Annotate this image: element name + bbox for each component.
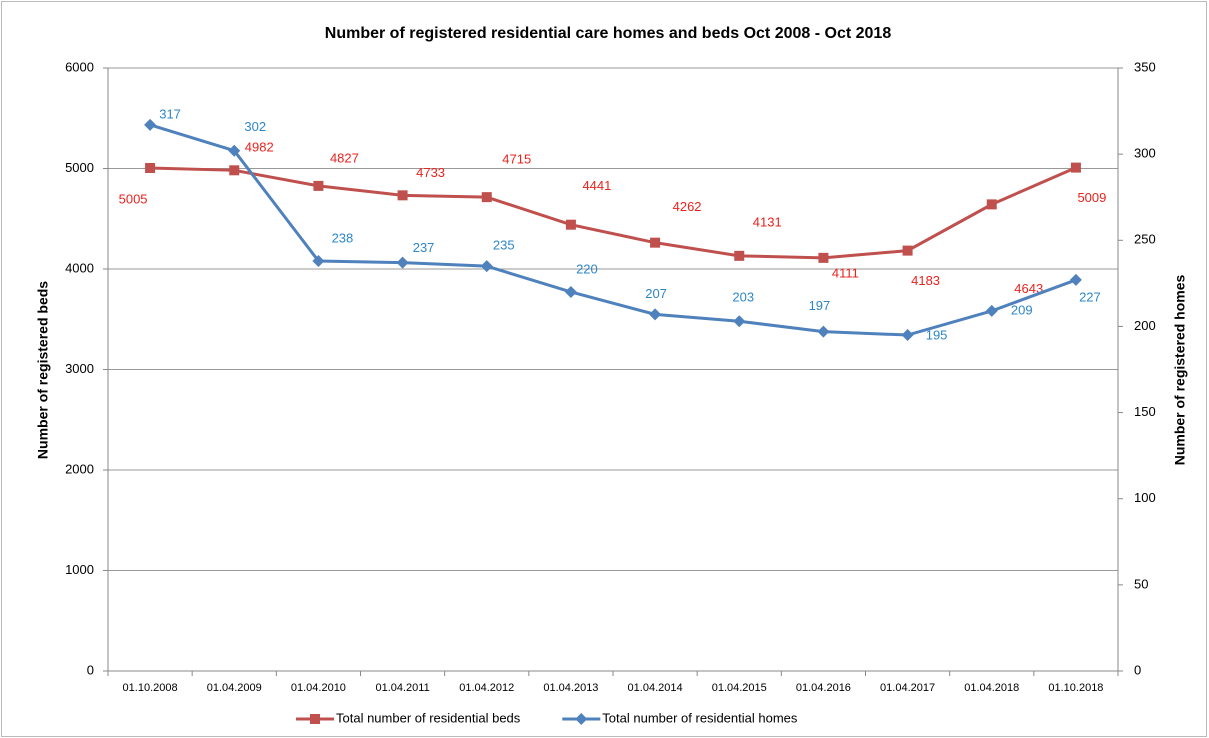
y2-tick-label: 50 [1134,576,1148,591]
y-tick-label: 2000 [65,461,94,476]
y2-axis-title: Number of registered homes [1172,274,1188,465]
data-label: 4715 [502,152,531,167]
marker [313,180,324,191]
marker [312,254,325,267]
marker [650,237,661,248]
data-label: 4183 [911,273,940,288]
y-tick-label: 5000 [65,160,94,175]
marker [1069,273,1082,286]
x-tick-label: 01.04.2013 [543,682,598,694]
y2-tick-label: 350 [1134,59,1156,74]
marker [564,285,577,298]
data-label: 4111 [832,265,859,280]
marker [397,190,408,201]
marker [480,260,493,273]
y-tick-label: 0 [87,662,94,677]
legend-label: Total number of residential homes [602,710,798,725]
data-label: 227 [1079,289,1101,304]
data-label: 197 [809,298,831,313]
legend-label: Total number of residential beds [336,710,521,725]
data-label: 209 [1011,302,1033,317]
y2-tick-label: 150 [1134,404,1156,419]
data-label: 195 [926,327,948,342]
y2-tick-label: 100 [1134,490,1156,505]
y-axis-title: Number of registered beds [35,281,51,459]
data-label: 5009 [1077,190,1106,205]
x-tick-label: 01.04.2018 [964,682,1019,694]
x-tick-label: 01.04.2015 [712,682,767,694]
marker [144,118,157,131]
y-tick-label: 3000 [65,361,94,376]
data-label: 5005 [119,191,148,206]
marker [734,250,745,261]
data-label: 4982 [245,140,274,155]
x-tick-label: 01.10.2018 [1048,682,1103,694]
marker [901,329,914,342]
x-tick-label: 01.04.2011 [375,682,429,694]
y-tick-label: 4000 [65,260,94,275]
legend-marker [310,714,320,724]
x-tick-label: 01.04.2016 [796,682,851,694]
marker [649,308,662,321]
marker [481,192,492,203]
y2-tick-label: 250 [1134,232,1156,247]
chart-title: Number of registered residential care ho… [325,25,892,42]
x-tick-label: 01.04.2010 [291,682,346,694]
series-line [149,123,1077,337]
marker [902,245,913,256]
y-tick-label: 1000 [65,562,94,577]
data-label: 4733 [416,165,445,180]
marker [733,315,746,328]
marker [817,325,830,338]
data-label: 4827 [330,150,359,165]
y2-tick-label: 0 [1134,662,1141,677]
marker [396,256,409,269]
series-line [150,166,1077,260]
y2-tick-label: 200 [1134,318,1156,333]
data-label: 220 [576,261,598,276]
x-tick-label: 01.04.2012 [459,682,514,694]
x-tick-label: 01.04.2017 [880,682,935,694]
y2-tick-label: 300 [1134,146,1156,161]
marker [818,252,829,263]
data-label: 4131 [753,214,782,229]
data-label: 4643 [1014,281,1043,296]
y-tick-label: 6000 [65,59,94,74]
data-label: 302 [244,119,266,134]
marker [986,199,997,210]
data-label: 237 [413,240,435,255]
marker [145,162,156,173]
marker [1070,162,1081,173]
x-tick-label: 01.10.2008 [123,682,178,694]
marker [228,144,241,157]
marker [565,219,576,230]
data-label: 4441 [582,178,611,193]
data-label: 203 [732,290,754,305]
legend-marker [575,713,588,725]
marker [985,304,998,317]
data-label: 238 [332,230,354,245]
data-label: 4262 [673,199,702,214]
data-label: 235 [493,238,515,253]
x-tick-label: 01.04.2014 [628,682,683,694]
marker [229,165,240,176]
x-tick-label: 01.04.2009 [207,682,262,694]
data-label: 207 [645,286,667,301]
data-label: 317 [159,106,181,121]
